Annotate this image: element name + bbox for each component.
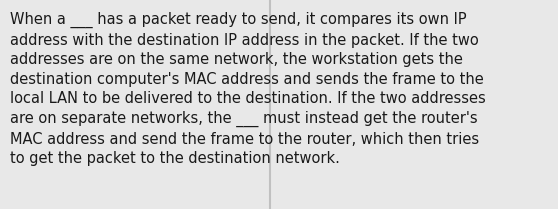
Text: When a ___ has a packet ready to send, it compares its own IP
address with the d: When a ___ has a packet ready to send, i… — [10, 12, 486, 166]
